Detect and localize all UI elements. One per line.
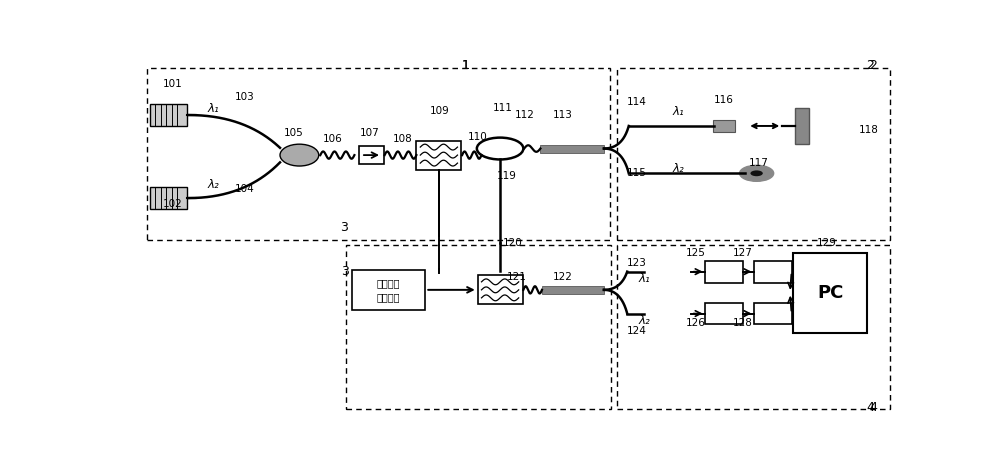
Text: 129: 129 [817, 238, 837, 248]
Bar [617, 69, 890, 240]
Bar [346, 245, 611, 409]
Text: 121: 121 [507, 272, 527, 282]
Text: 2: 2 [867, 60, 874, 72]
Text: λ₂: λ₂ [638, 314, 650, 326]
Text: PC: PC [817, 284, 843, 302]
Text: 109: 109 [430, 106, 450, 116]
Text: 3: 3 [340, 221, 348, 235]
Text: λ₁: λ₁ [638, 272, 650, 285]
Text: 107: 107 [360, 128, 380, 138]
Text: λ₁: λ₁ [672, 105, 684, 118]
Text: 1: 1 [462, 60, 470, 72]
Text: 103: 103 [235, 92, 255, 102]
Bar [150, 104, 187, 126]
Text: λ₂: λ₂ [672, 162, 684, 175]
Text: 111: 111 [493, 104, 513, 114]
Text: 117: 117 [749, 158, 769, 168]
Bar [478, 275, 523, 305]
Text: 112: 112 [515, 110, 535, 120]
Text: λ₂: λ₂ [207, 178, 219, 191]
Text: 3: 3 [341, 265, 349, 278]
Circle shape [644, 261, 691, 282]
Text: 124: 124 [627, 325, 646, 336]
Bar [540, 145, 604, 153]
Bar [795, 108, 809, 144]
Text: 105: 105 [284, 128, 304, 138]
Text: 扫频信号: 扫频信号 [377, 278, 400, 289]
Text: 128: 128 [733, 318, 753, 328]
Bar [150, 187, 187, 210]
Bar [754, 261, 792, 282]
Bar [617, 245, 890, 409]
Text: 115: 115 [627, 168, 646, 178]
Bar [713, 120, 735, 132]
Text: 126: 126 [686, 318, 706, 328]
Text: 113: 113 [553, 110, 573, 120]
Circle shape [644, 303, 691, 324]
Bar [793, 253, 867, 333]
Text: λ₁: λ₁ [207, 102, 219, 115]
Bar [542, 286, 604, 294]
Bar [705, 261, 743, 282]
Text: 127: 127 [733, 248, 753, 258]
Text: 120: 120 [503, 238, 522, 248]
Text: 116: 116 [714, 96, 734, 105]
Text: 118: 118 [859, 124, 879, 135]
Text: 产生单元: 产生单元 [377, 292, 400, 302]
Bar [359, 146, 384, 164]
Text: 106: 106 [323, 134, 343, 144]
Text: 4: 4 [867, 401, 874, 413]
Text: 122: 122 [553, 272, 573, 282]
Ellipse shape [280, 144, 319, 166]
Circle shape [740, 165, 774, 181]
Text: 119: 119 [497, 171, 517, 181]
Text: 4: 4 [869, 401, 877, 413]
Text: 1: 1 [462, 60, 470, 72]
Text: 114: 114 [627, 97, 646, 107]
Bar [416, 140, 461, 170]
Text: 110: 110 [468, 132, 488, 142]
Bar [705, 303, 743, 324]
Text: 101: 101 [163, 79, 183, 89]
Bar [352, 270, 425, 310]
Bar [754, 303, 792, 324]
Text: 125: 125 [686, 248, 706, 258]
Bar [147, 69, 610, 240]
Text: 2: 2 [869, 60, 877, 72]
Text: 104: 104 [235, 184, 255, 193]
Circle shape [750, 170, 763, 176]
Text: 123: 123 [627, 257, 646, 268]
Text: 108: 108 [393, 134, 412, 144]
Text: 102: 102 [163, 199, 183, 209]
